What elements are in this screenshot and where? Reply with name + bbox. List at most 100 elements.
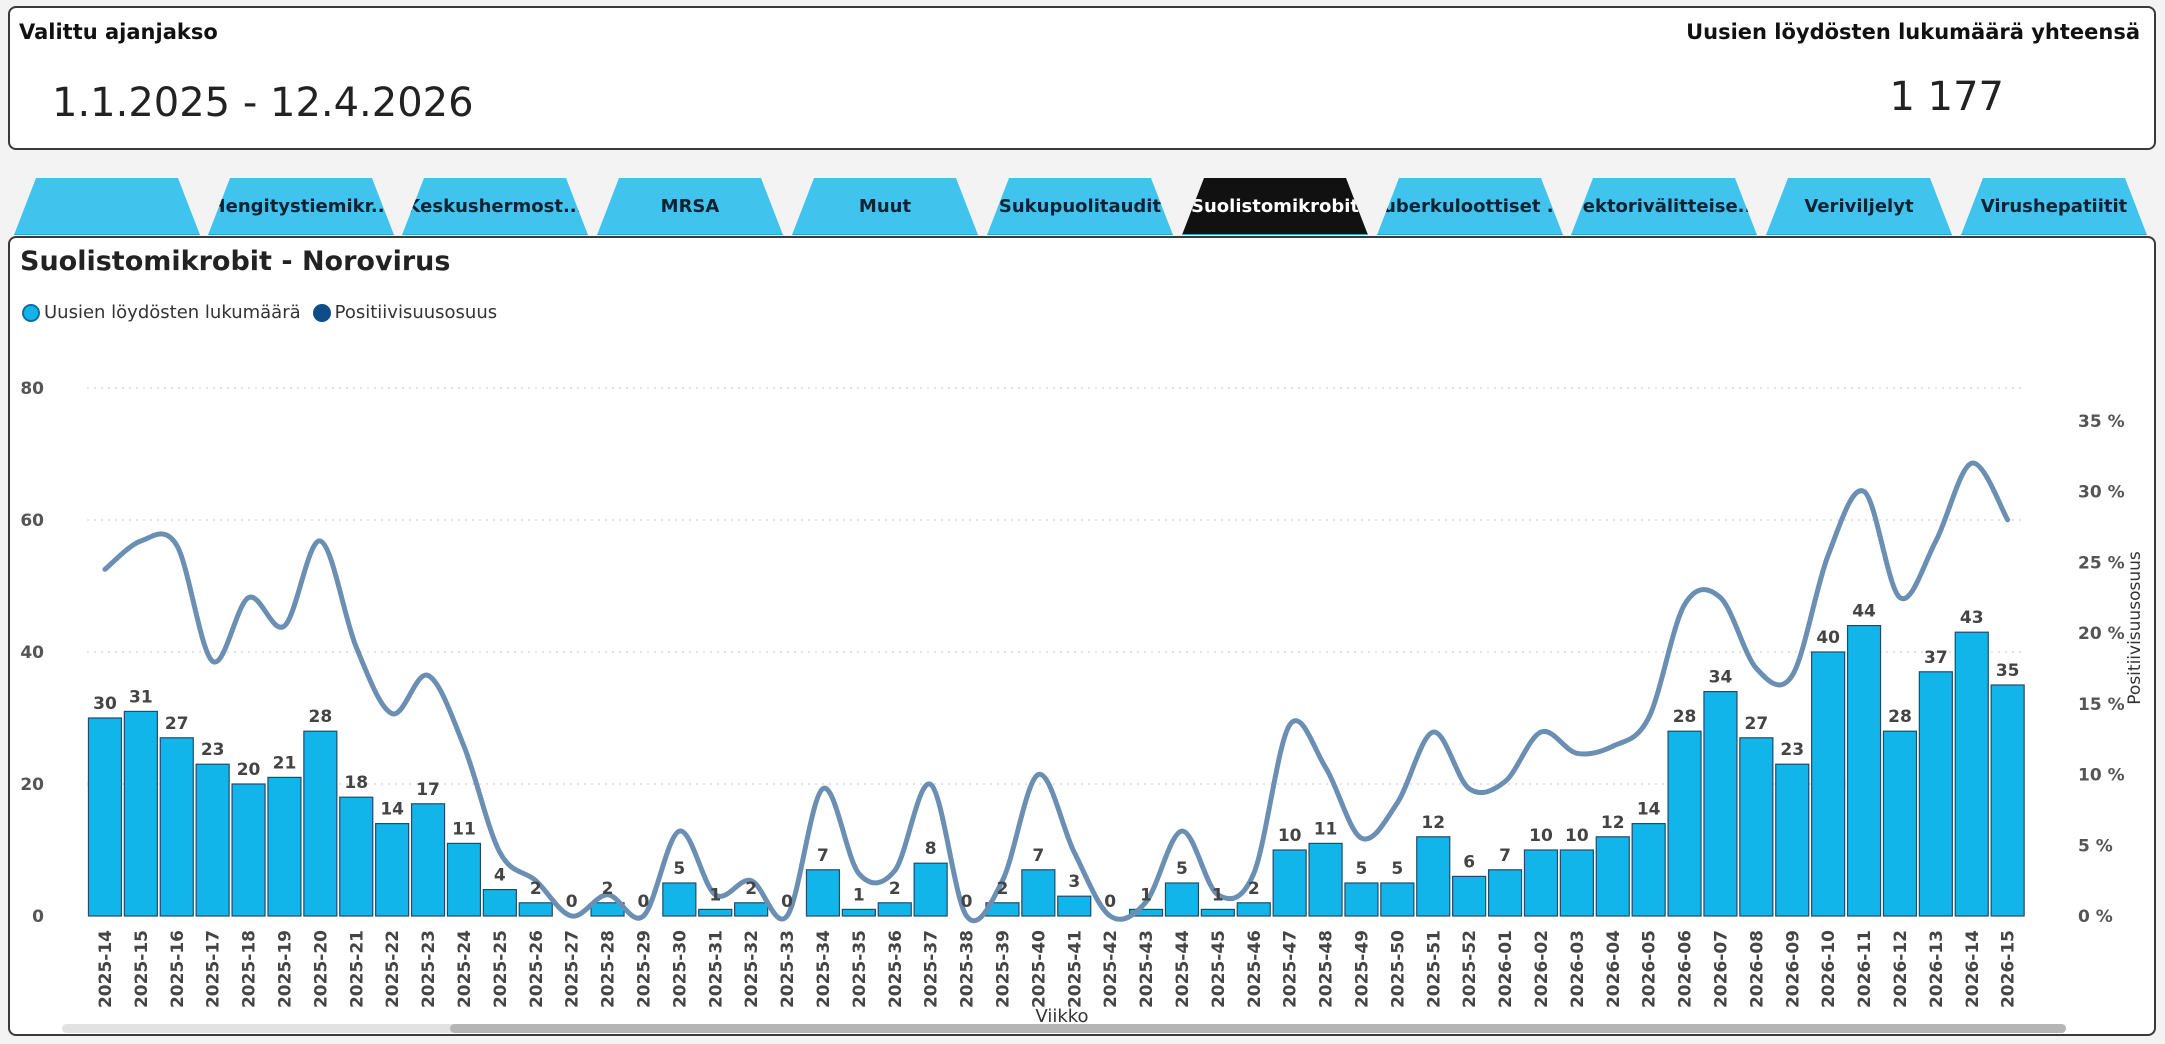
y-tick-label: 80 bbox=[20, 379, 44, 399]
bar-data-label: 31 bbox=[129, 687, 153, 707]
x-tick-label: 2025-22 bbox=[383, 930, 403, 1008]
bar bbox=[1523, 849, 1559, 917]
bar-data-label: 6 bbox=[1463, 852, 1475, 872]
x-tick-label: 2025-44 bbox=[1173, 930, 1193, 1008]
tab-vektorivalitteiset[interactable]: Vektorivälitteise... bbox=[1571, 178, 1757, 235]
bar bbox=[1487, 869, 1523, 917]
legend-item-count[interactable]: Uusien löydösten lukumäärä bbox=[22, 302, 301, 323]
bar bbox=[1882, 730, 1918, 917]
bar-data-label: 2 bbox=[1248, 879, 1260, 899]
tab-hengitystiemikrobit[interactable]: Hengitystiemikr... bbox=[208, 178, 394, 235]
x-tick-label: 2025-41 bbox=[1065, 930, 1085, 1008]
bar-data-label: 5 bbox=[673, 859, 685, 879]
tab-keskushermosto[interactable]: Keskushermost... bbox=[402, 178, 588, 235]
bar bbox=[1380, 882, 1415, 917]
x-tick-label: 2025-50 bbox=[1388, 930, 1408, 1008]
bar bbox=[841, 908, 876, 917]
bar-data-label: 5 bbox=[1391, 859, 1403, 879]
x-tick-label: 2025-28 bbox=[599, 930, 619, 1008]
scrollbar-thumb[interactable] bbox=[450, 1024, 2066, 1033]
bar bbox=[1452, 875, 1487, 917]
bar-data-label: 23 bbox=[201, 740, 225, 760]
x-tick-label: 2025-25 bbox=[491, 930, 511, 1008]
x-tick-label: 2025-14 bbox=[96, 930, 116, 1008]
legend-dot-icon bbox=[22, 303, 40, 322]
bar-data-label: 0 bbox=[638, 892, 650, 912]
bar bbox=[339, 796, 374, 917]
x-tick-label: 2025-35 bbox=[850, 930, 870, 1008]
x-tick-label: 2025-18 bbox=[240, 930, 260, 1008]
x-tick-label: 2025-32 bbox=[742, 930, 762, 1008]
bar bbox=[1272, 849, 1307, 917]
x-tick-label: 2025-37 bbox=[922, 930, 942, 1008]
legend-item-positivity[interactable]: Positiivisuusosuus bbox=[312, 302, 497, 323]
x-tick-label: 2025-30 bbox=[670, 930, 690, 1008]
x-tick-label: 2025-24 bbox=[455, 930, 475, 1008]
bar bbox=[1846, 625, 1882, 917]
bar-data-label: 28 bbox=[1888, 707, 1912, 727]
tab-0[interactable] bbox=[14, 178, 200, 235]
x-tick-label: 2025-46 bbox=[1245, 930, 1265, 1008]
y-tick-label: 60 bbox=[20, 511, 44, 531]
tab-tuberkuloottiset[interactable]: Tuberkuloottiset ... bbox=[1377, 178, 1563, 235]
bar bbox=[267, 776, 302, 917]
bar bbox=[303, 730, 338, 917]
x-tick-label: 2025-31 bbox=[706, 930, 726, 1008]
bar bbox=[734, 902, 769, 917]
x-tick-label: 2026-13 bbox=[1927, 930, 1947, 1008]
positivity-line bbox=[102, 460, 2011, 924]
y2-tick-label: 5 % bbox=[2078, 836, 2113, 856]
tab-suolistomikrobit[interactable]: Suolistomikrobit bbox=[1182, 178, 1368, 235]
bar-data-label: 7 bbox=[1499, 846, 1511, 866]
bar-data-label: 18 bbox=[344, 773, 368, 793]
x-tick-label: 2026-12 bbox=[1891, 930, 1911, 1008]
bar bbox=[1344, 882, 1379, 917]
y-tick-label: 20 bbox=[20, 775, 44, 795]
legend-label: Uusien löydösten lukumäärä bbox=[44, 302, 301, 323]
bar bbox=[1200, 908, 1235, 917]
x-tick-label: 2025-38 bbox=[958, 930, 978, 1008]
tab-veriviljelyt[interactable]: Veriviljelyt bbox=[1766, 178, 1952, 235]
x-tick-label: 2026-14 bbox=[1963, 930, 1983, 1008]
legend-dot-icon bbox=[312, 303, 331, 322]
bar bbox=[877, 902, 912, 917]
y2-tick-label: 10 % bbox=[2078, 766, 2125, 786]
y-tick-label: 0 bbox=[32, 907, 44, 927]
tab-bar: Hengitystiemikr... Keskushermost... MRSA… bbox=[0, 175, 2165, 235]
bar-data-label: 5 bbox=[1176, 859, 1188, 879]
bar-data-label: 10 bbox=[1278, 826, 1302, 846]
bar bbox=[1811, 651, 1846, 917]
bar bbox=[446, 842, 482, 917]
bar bbox=[1236, 902, 1271, 917]
tab-virushepatiitit[interactable]: Virushepatiitit bbox=[1961, 178, 2147, 235]
total-value: 1 177 bbox=[1889, 74, 2004, 120]
chart-legend: Uusien löydösten lukumäärä Positiivisuus… bbox=[22, 302, 509, 323]
bar-data-label: 12 bbox=[1601, 813, 1625, 833]
tab-mrsa[interactable]: MRSA bbox=[597, 178, 783, 235]
bar-data-label: 0 bbox=[961, 892, 973, 912]
bar-data-label: 1 bbox=[1140, 885, 1152, 905]
tab-sukupuolitaudit[interactable]: Sukupuolitaudit bbox=[987, 178, 1173, 235]
bar-data-label: 44 bbox=[1852, 602, 1876, 622]
bar-data-label: 11 bbox=[1314, 819, 1338, 839]
bar bbox=[87, 717, 123, 917]
bar bbox=[1021, 869, 1056, 917]
x-tick-label: 2025-15 bbox=[132, 930, 152, 1008]
x-tick-label: 2025-34 bbox=[814, 930, 834, 1008]
bar bbox=[1308, 842, 1343, 917]
tab-muut[interactable]: Muut bbox=[792, 178, 978, 235]
bar bbox=[913, 862, 948, 917]
bar-data-label: 27 bbox=[1745, 714, 1769, 734]
bar-data-label: 21 bbox=[273, 753, 297, 773]
bar-data-label: 17 bbox=[416, 780, 440, 800]
bar-data-label: 1 bbox=[709, 885, 721, 905]
chart-panel: Suolistomikrobit - Norovirus Uusien löyd… bbox=[8, 236, 2156, 1036]
bar-data-label: 35 bbox=[1996, 661, 2020, 681]
bar-data-label: 10 bbox=[1565, 826, 1589, 846]
bar-data-label: 1 bbox=[1212, 885, 1224, 905]
bar-data-label: 2 bbox=[530, 879, 542, 899]
bar bbox=[375, 822, 410, 917]
x-tick-label: 2025-45 bbox=[1209, 930, 1229, 1008]
bar-data-label: 20 bbox=[237, 760, 261, 780]
